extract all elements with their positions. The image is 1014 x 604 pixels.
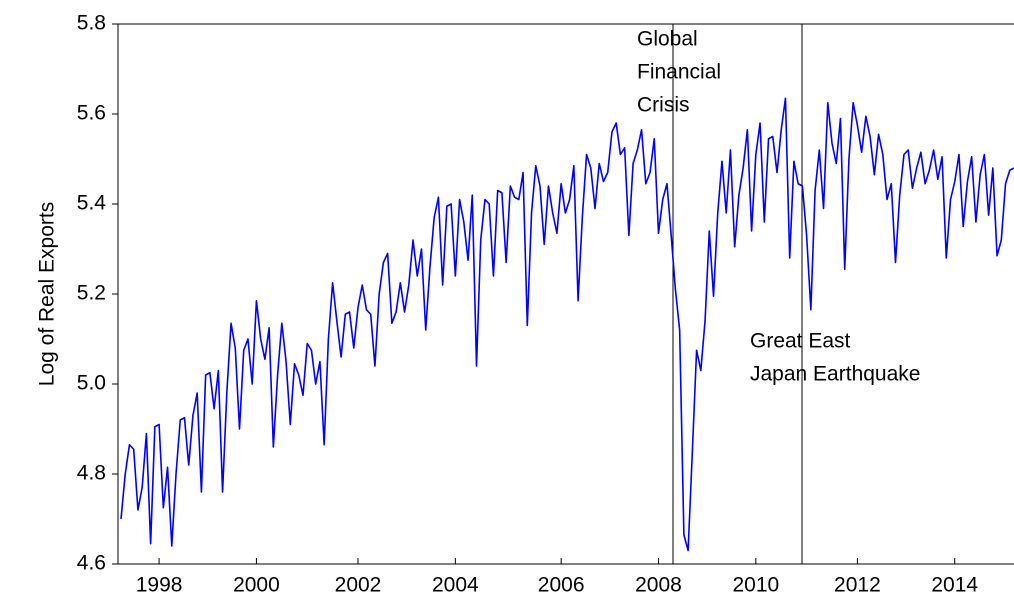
y-tick-label: 5.4 xyxy=(77,192,107,215)
annotation: Crisis xyxy=(637,94,690,117)
x-tick-label: 2006 xyxy=(538,574,585,597)
y-tick-label: 5.0 xyxy=(77,372,106,395)
y-tick-label: 4.6 xyxy=(77,552,106,575)
y-tick-label: 4.8 xyxy=(77,462,106,485)
y-tick-label: 5.6 xyxy=(77,102,106,125)
x-tick-label: 2002 xyxy=(335,574,382,597)
x-tick-label: 2008 xyxy=(635,574,682,597)
x-tick-label: 1998 xyxy=(136,574,183,597)
x-tick-label: 2010 xyxy=(732,574,779,597)
data-line xyxy=(120,97,1014,552)
y-axis-label: Log of Real Exports xyxy=(36,202,59,386)
annotation: Financial xyxy=(637,61,721,84)
x-tick-label: 2014 xyxy=(931,574,978,597)
x-tick-label: 2004 xyxy=(432,574,479,597)
x-tick-label: 2012 xyxy=(834,574,881,597)
y-tick-label: 5.8 xyxy=(77,12,106,35)
x-tick-label: 2000 xyxy=(233,574,280,597)
annotation: Global xyxy=(637,28,698,51)
y-tick-label: 5.2 xyxy=(77,282,106,305)
annotation: Japan Earthquake xyxy=(750,363,920,386)
annotation: Great East xyxy=(750,330,851,353)
